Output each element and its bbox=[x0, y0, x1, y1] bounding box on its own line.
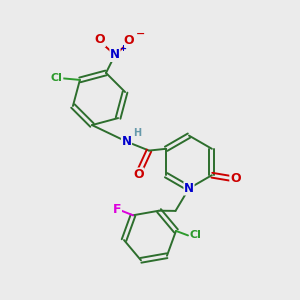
Text: H: H bbox=[133, 128, 141, 138]
Text: N: N bbox=[122, 135, 131, 148]
Text: N: N bbox=[184, 182, 194, 195]
Text: −: − bbox=[136, 29, 146, 39]
Text: Cl: Cl bbox=[51, 74, 63, 83]
Text: +: + bbox=[119, 44, 126, 53]
Text: Cl: Cl bbox=[190, 230, 201, 240]
Text: O: O bbox=[133, 168, 144, 181]
Text: O: O bbox=[124, 34, 134, 47]
Text: O: O bbox=[230, 172, 241, 185]
Text: F: F bbox=[113, 203, 122, 216]
Text: N: N bbox=[110, 48, 120, 62]
Text: O: O bbox=[95, 33, 105, 46]
